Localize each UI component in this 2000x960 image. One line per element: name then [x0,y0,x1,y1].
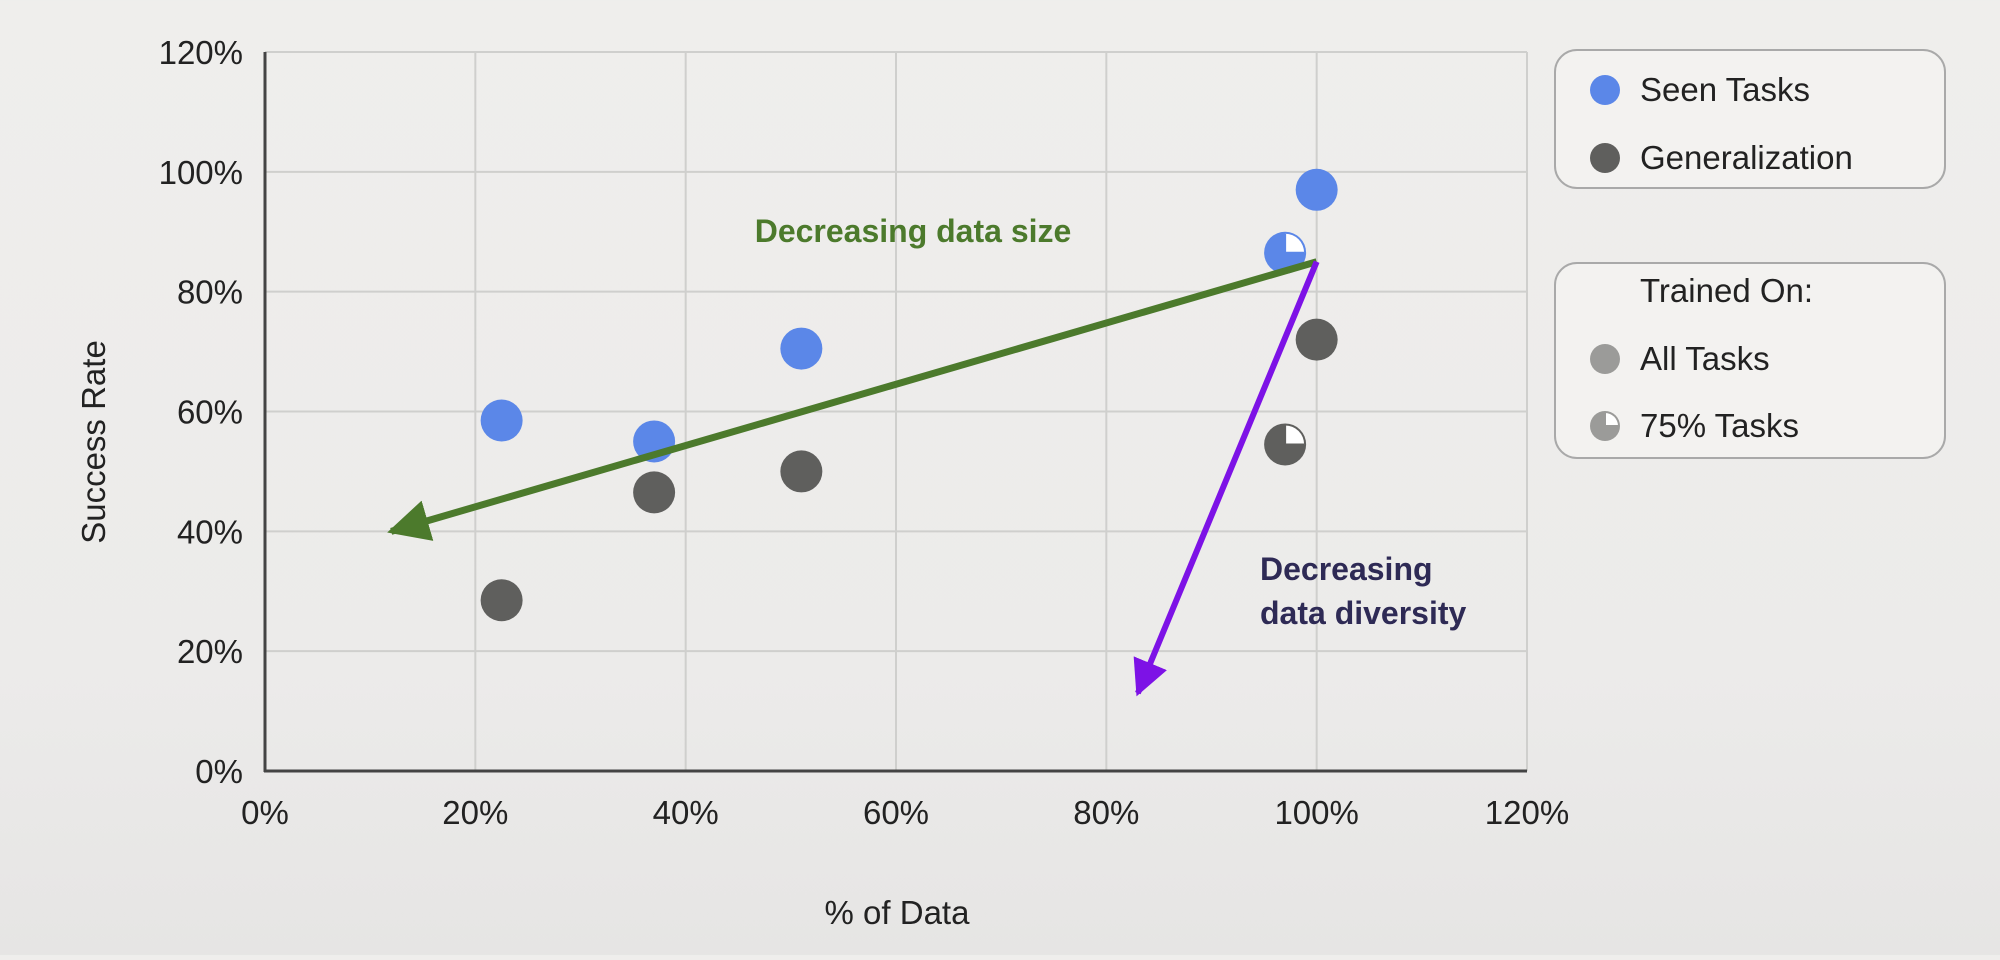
tick-labels: 0% 20% 40% 60% 80% 100% 120% 0% 20% 40% 60% 80% 100%… [159,34,1570,831]
seen-tasks-point [480,399,523,442]
x-tick-label: 80% [1073,794,1139,831]
legend-generalization-label: Generalization [1640,139,1853,176]
legend-75-tasks-icon [1590,411,1620,441]
legend-trained-on-title: Trained On: [1640,272,1813,309]
legend-all-tasks-label: All Tasks [1640,340,1770,377]
annotation-decreasing-data-diversity-line2: data diversity [1260,595,1467,631]
generalization-point [480,579,523,622]
y-tick-label: 60% [177,394,243,431]
grid [264,51,1528,772]
legend-seen-tasks-label: Seen Tasks [1640,71,1810,108]
y-axis-label: Success Rate [75,340,112,544]
y-tick-label: 120% [159,34,243,71]
x-tick-label: 120% [1485,794,1569,831]
axes [263,52,1527,773]
generalization-point [633,471,676,514]
generalization-point-75-tasks [1264,423,1307,466]
data-points [480,168,1338,622]
y-tick-label: 80% [177,274,243,311]
seen-tasks-point [1295,168,1338,211]
y-tick-label: 0% [195,753,243,790]
y-tick-label: 20% [177,633,243,670]
x-tick-label: 40% [653,794,719,831]
legend-series: Seen Tasks Generalization [1554,49,1946,189]
seen-tasks-point [780,327,823,370]
x-tick-label: 0% [241,794,289,831]
annotation-decreasing-data-diversity-line1: Decreasing [1260,551,1433,587]
x-axis-label: % of Data [825,894,971,931]
generalization-point [780,450,823,493]
x-tick-label: 100% [1274,794,1358,831]
legend-75-tasks-marker [1590,411,1620,441]
legend-75-tasks-label: 75% Tasks [1640,407,1799,444]
legend-seen-tasks-marker [1590,75,1620,105]
x-tick-label: 60% [863,794,929,831]
y-tick-label: 40% [177,513,243,550]
legend-trained-on: Trained On: All Tasks 75% Tasks [1554,262,1946,459]
annotation-decreasing-data-size: Decreasing data size [755,213,1072,249]
seen-tasks-point-75-tasks [1264,231,1307,274]
decreasing-data-size-arrow [387,258,1318,541]
generalization-point [1295,318,1338,361]
legend-generalization-marker [1590,143,1620,173]
decreasing-data-diversity-arrow [1133,260,1320,697]
legend-all-tasks-marker [1590,344,1620,374]
x-tick-label: 20% [442,794,508,831]
y-tick-label: 100% [159,154,243,191]
